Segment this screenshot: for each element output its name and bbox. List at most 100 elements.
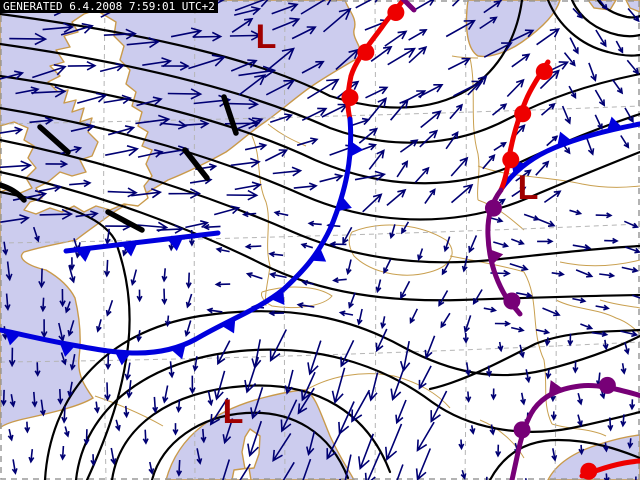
wind-arrow — [599, 272, 616, 279]
wind-arrow — [142, 57, 173, 68]
wind-arrow — [595, 212, 613, 219]
wind-arrow — [123, 405, 130, 419]
wind-arrow — [458, 439, 465, 451]
wind-arrow — [301, 107, 328, 122]
wind-arrow — [345, 259, 352, 276]
wind-arrow — [291, 26, 317, 40]
wind-arrow — [38, 268, 46, 289]
wind-arrow — [7, 429, 14, 442]
wind-arrow — [621, 266, 639, 273]
coastline — [23, 9, 153, 215]
wind-arrow — [400, 280, 411, 300]
wind-arrow — [354, 170, 387, 181]
wind-arrow — [185, 293, 193, 309]
warm-front-semicircle — [502, 151, 520, 169]
wind-arrow — [131, 188, 163, 199]
wind-arrow — [202, 223, 221, 231]
wind-arrow — [170, 27, 203, 38]
wind-arrow — [424, 188, 436, 204]
sea-area — [465, 0, 561, 58]
country-border — [94, 395, 164, 427]
wind-arrow — [105, 300, 114, 317]
trough-layer — [0, 94, 239, 233]
wind-arrow — [385, 423, 403, 462]
wind-arrow — [67, 320, 75, 337]
wind-arrow — [93, 401, 100, 414]
wind-arrow — [59, 445, 66, 461]
wind-arrow — [188, 54, 226, 70]
wind-arrow — [293, 182, 318, 191]
wind-arrow — [58, 322, 66, 343]
wind-arrow — [234, 6, 262, 16]
wind-arrow — [356, 308, 363, 326]
wind-arrow — [580, 323, 594, 330]
wind-arrow — [39, 399, 46, 417]
wind-arrow — [483, 306, 498, 313]
wind-arrow — [494, 320, 512, 327]
country-border — [251, 135, 271, 307]
wind-arrow — [126, 380, 133, 399]
wind-arrow — [300, 0, 332, 15]
wind-arrow — [535, 160, 550, 176]
wind-arrow — [418, 84, 444, 98]
wind-arrow — [301, 279, 314, 286]
front-occluded-front-se — [509, 376, 640, 480]
wind-arrow — [620, 330, 639, 338]
wind-arrow — [269, 271, 287, 279]
occluded-front-triangle — [548, 380, 564, 396]
cold-front-line — [63, 230, 221, 254]
wind-arrow — [462, 332, 469, 344]
isobar — [43, 310, 640, 480]
wind-arrow — [550, 411, 557, 422]
graticule-line — [0, 223, 640, 244]
wind-arrow — [24, 421, 31, 434]
warm-front-semicircle — [580, 462, 598, 480]
wind-arrow — [69, 353, 76, 371]
cold-front-triangle — [270, 289, 285, 305]
wind-arrow — [206, 307, 223, 314]
wind-arrow — [268, 310, 285, 317]
wind-arrow — [620, 135, 630, 149]
wind-arrow — [69, 179, 92, 188]
wind-arrow — [418, 365, 432, 390]
wind-arrow — [0, 70, 25, 80]
wind-arrow — [367, 372, 379, 402]
front-cold-front-east — [499, 116, 640, 191]
wind-arrow — [424, 335, 436, 360]
wind-arrow — [104, 228, 111, 246]
wind-arrow — [563, 52, 576, 67]
wind-arrow — [409, 308, 419, 325]
wind-arrow — [401, 221, 410, 235]
wind-arrow — [577, 414, 583, 428]
wind-arrow — [551, 270, 565, 277]
wind-arrow — [301, 371, 316, 402]
wind-arrow — [551, 448, 558, 462]
wind-arrow — [264, 149, 289, 162]
wind-arrow — [39, 208, 74, 220]
isobar — [110, 384, 392, 480]
cold-front-triangle — [606, 116, 623, 132]
wind-arrow — [399, 139, 419, 153]
wind-arrow — [626, 59, 640, 75]
wind-arrow — [520, 392, 526, 406]
wind-arrow — [200, 428, 207, 444]
wind-arrow — [408, 46, 428, 64]
wind-arrow — [561, 105, 571, 125]
wind-arrow — [390, 368, 405, 402]
wind-arrow — [445, 19, 476, 38]
wind-arrow — [68, 264, 76, 284]
wind-arrow — [244, 356, 260, 394]
wind-arrow — [213, 205, 241, 216]
wind-arrow — [386, 188, 407, 207]
wind-arrow — [355, 0, 378, 9]
trough-line — [37, 124, 71, 155]
wind-arrow — [368, 149, 385, 170]
graticule-line — [554, 0, 557, 480]
wind-arrow — [598, 0, 608, 11]
wind-arrow — [136, 289, 143, 303]
graticule-line — [103, 0, 107, 480]
wind-arrow — [5, 261, 13, 282]
wind-arrow — [189, 375, 196, 395]
wind-arrow — [509, 263, 529, 272]
